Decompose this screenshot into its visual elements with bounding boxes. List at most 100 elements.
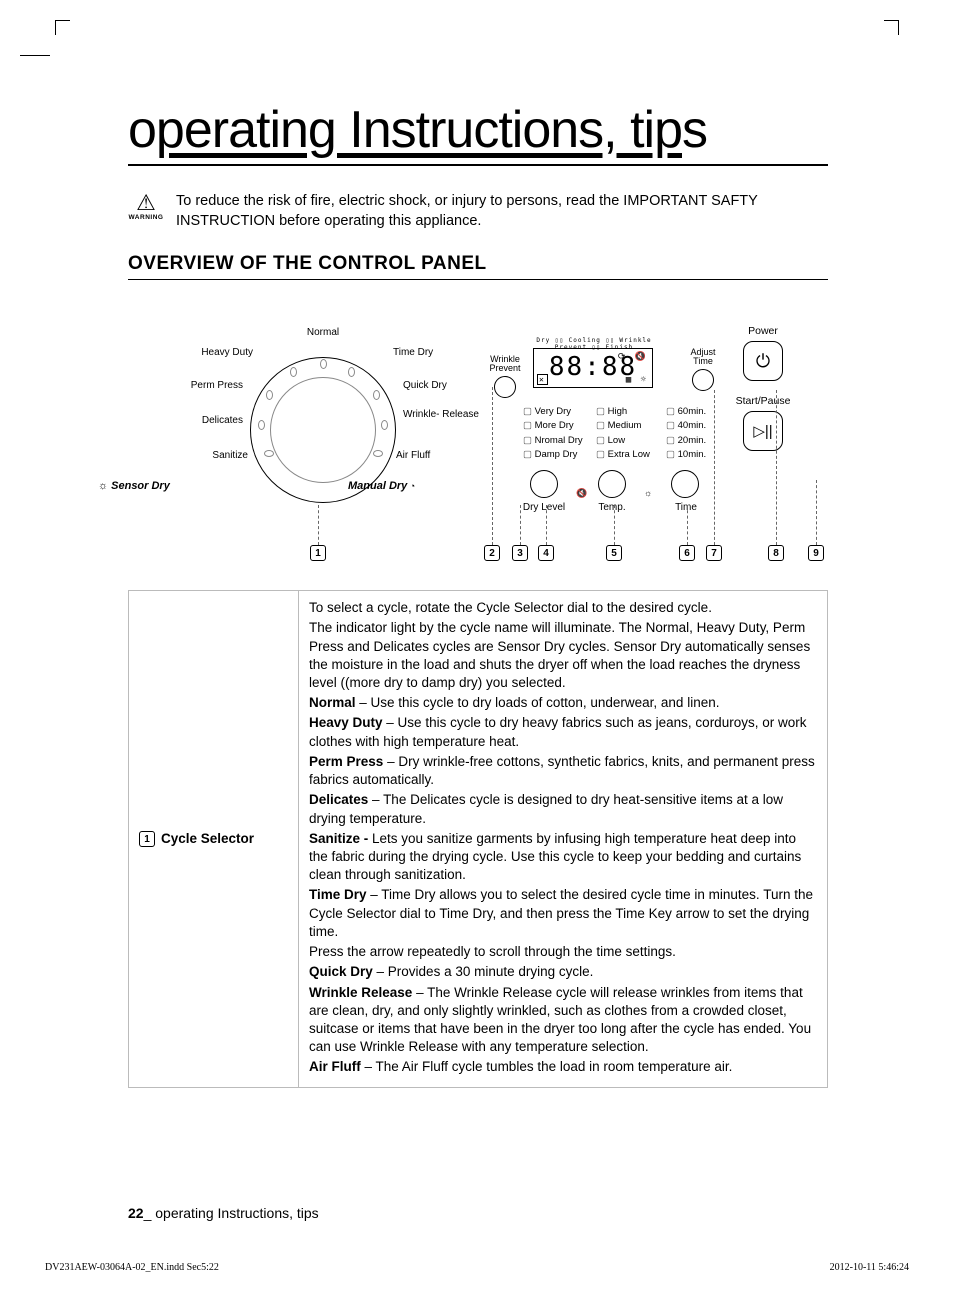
page-content: operating Instructions, tips ⚠ WARNING T… [128,100,828,1088]
wrinkle-prevent-button [494,376,516,398]
lcd-status-strip: Dry ▯▯ Cooling ▯▯ Wrinkle Prevent ▯▯ Fin… [534,337,654,351]
cycle-label: Normal [298,327,348,338]
dry-level-options: Very Dry More Dry Nromal Dry Damp Dry [523,405,583,462]
leader-line [614,505,615,545]
page-title: operating Instructions, tips [128,100,828,166]
power-button: ⏻ [743,341,783,381]
warning-icon: ⚠ WARNING [128,192,164,221]
cycle-label: Heavy Duty [183,347,253,358]
desc-text: Sanitize - Lets you sanitize garments by… [309,830,817,885]
timestamp: 2012-10-11 5:46:24 [830,1262,909,1273]
leader-line [714,390,715,545]
desc-span: – Provides a 30 minute drying cycle. [373,964,594,979]
desc-text: Delicates – The Delicates cycle is desig… [309,791,817,827]
light-icon: ☼ [644,488,652,498]
row-title: Cycle Selector [161,831,254,846]
cycle-label: Perm Press [178,380,243,391]
cycle-label: Delicates [183,415,243,426]
temp-knob [598,470,626,498]
callout: 3 [512,545,528,561]
callout: 2 [484,545,500,561]
desc-span: – The Air Fluff cycle tumbles the load i… [361,1059,733,1074]
knob-label: Dry Level [519,502,569,513]
crop-mark [20,55,50,56]
page-footer: 22_ operating Instructions, tips [128,1205,319,1221]
leader-line [492,387,493,545]
lcd-icon: ▦ ☼ [626,375,648,385]
desc-text: Time Dry – Time Dry allows you to select… [309,886,817,941]
desc-span: – Dry wrinkle-free cottons, synthetic fa… [309,754,815,787]
desc-text: The indicator light by the cycle name wi… [309,619,817,692]
desc-bold: Perm Press [309,754,383,769]
cycle-label: Quick Dry [403,380,447,391]
leader-line [520,505,521,545]
desc-text: Quick Dry – Provides a 30 minute drying … [309,963,817,981]
control-panel-figure: Normal Heavy Duty Perm Press Delicates S… [128,320,828,580]
option: 60min. [666,405,706,419]
power-start-group: Power ⏻ Start/Pause ▷|| [708,325,818,455]
label: Wrinkle Prevent [489,354,520,373]
section-header: OVERVIEW OF THE CONTROL PANEL [128,253,828,280]
desc-text: Perm Press – Dry wrinkle-free cottons, s… [309,753,817,789]
option: Medium [596,419,650,433]
dry-level-knob [530,470,558,498]
callout-number: 1 [139,831,155,847]
desc-text: Heavy Duty – Use this cycle to dry heavy… [309,714,817,750]
power-label: Power [708,325,818,337]
cycle-label: Air Fluff [396,450,430,461]
callout: 9 [808,545,824,561]
desc-bold: Sanitize - [309,831,368,846]
warning-label: WARNING [128,214,164,221]
desc-text: Air Fluff – The Air Fluff cycle tumbles … [309,1058,817,1076]
page-number: 22 [128,1205,144,1221]
option: Extra Low [596,448,650,462]
leader-line [546,505,547,545]
option: Nromal Dry [523,434,583,448]
manual-dry-label: Manual Dry [348,480,415,492]
desc-span: – Use this cycle to dry heavy fabrics su… [309,715,806,748]
callout: 8 [768,545,784,561]
wrinkle-prevent-label: Wrinkle Prevent [483,355,527,398]
lcd-icon: ⟳ 🔇 [618,352,648,362]
start-pause-label: Start/Pause [708,395,818,407]
warning-triangle-icon: ⚠ [128,192,164,214]
time-knob [671,470,699,498]
option: High [596,405,650,419]
knob-label: Time [661,502,711,513]
desc-span: – Time Dry allows you to select the desi… [309,887,813,938]
option: 20min. [666,434,706,448]
desc-text: Normal – Use this cycle to dry loads of … [309,694,817,712]
sound-icon: 🔇 [576,488,587,499]
leader-line [816,480,817,545]
option: 40min. [666,419,706,433]
crop-mark [884,20,899,35]
lcd-icon: ✕ [537,374,548,385]
sensor-dry-label: Sensor Dry [98,480,170,492]
warning-text: To reduce the risk of fire, electric sho… [176,192,828,231]
desc-bold: Normal [309,695,356,710]
option: 10min. [666,448,706,462]
cycle-label: Wrinkle- Release [403,410,479,420]
option: Very Dry [523,405,583,419]
desc-span: – Use this cycle to dry loads of cotton,… [356,695,720,710]
desc-bold: Wrinkle Release [309,985,412,1000]
footer-text: _ operating Instructions, tips [144,1205,319,1221]
indd-stamp: DV231AEW-03064A-02_EN.indd Sec5:22 [45,1262,219,1273]
cycle-label: Time Dry [393,347,433,358]
desc-bold: Air Fluff [309,1059,361,1074]
desc-bold: Delicates [309,792,368,807]
callout: 4 [538,545,554,561]
title-text: s [682,101,707,159]
cycle-label: Sanitize [193,450,248,461]
callout: 1 [310,545,326,561]
dial-inner [270,377,376,483]
desc-text: Press the arrow repeatedly to scroll thr… [309,943,817,961]
leader-line [776,390,777,545]
option: Damp Dry [523,448,583,462]
desc-span: – The Delicates cycle is designed to dry… [309,792,783,825]
cycle-description-table: 1Cycle Selector To select a cycle, rotat… [128,590,828,1087]
leader-line [318,505,319,545]
title-text: o [128,101,156,159]
callout: 7 [706,545,722,561]
time-options: 60min. 40min. 20min. 10min. [666,405,706,462]
